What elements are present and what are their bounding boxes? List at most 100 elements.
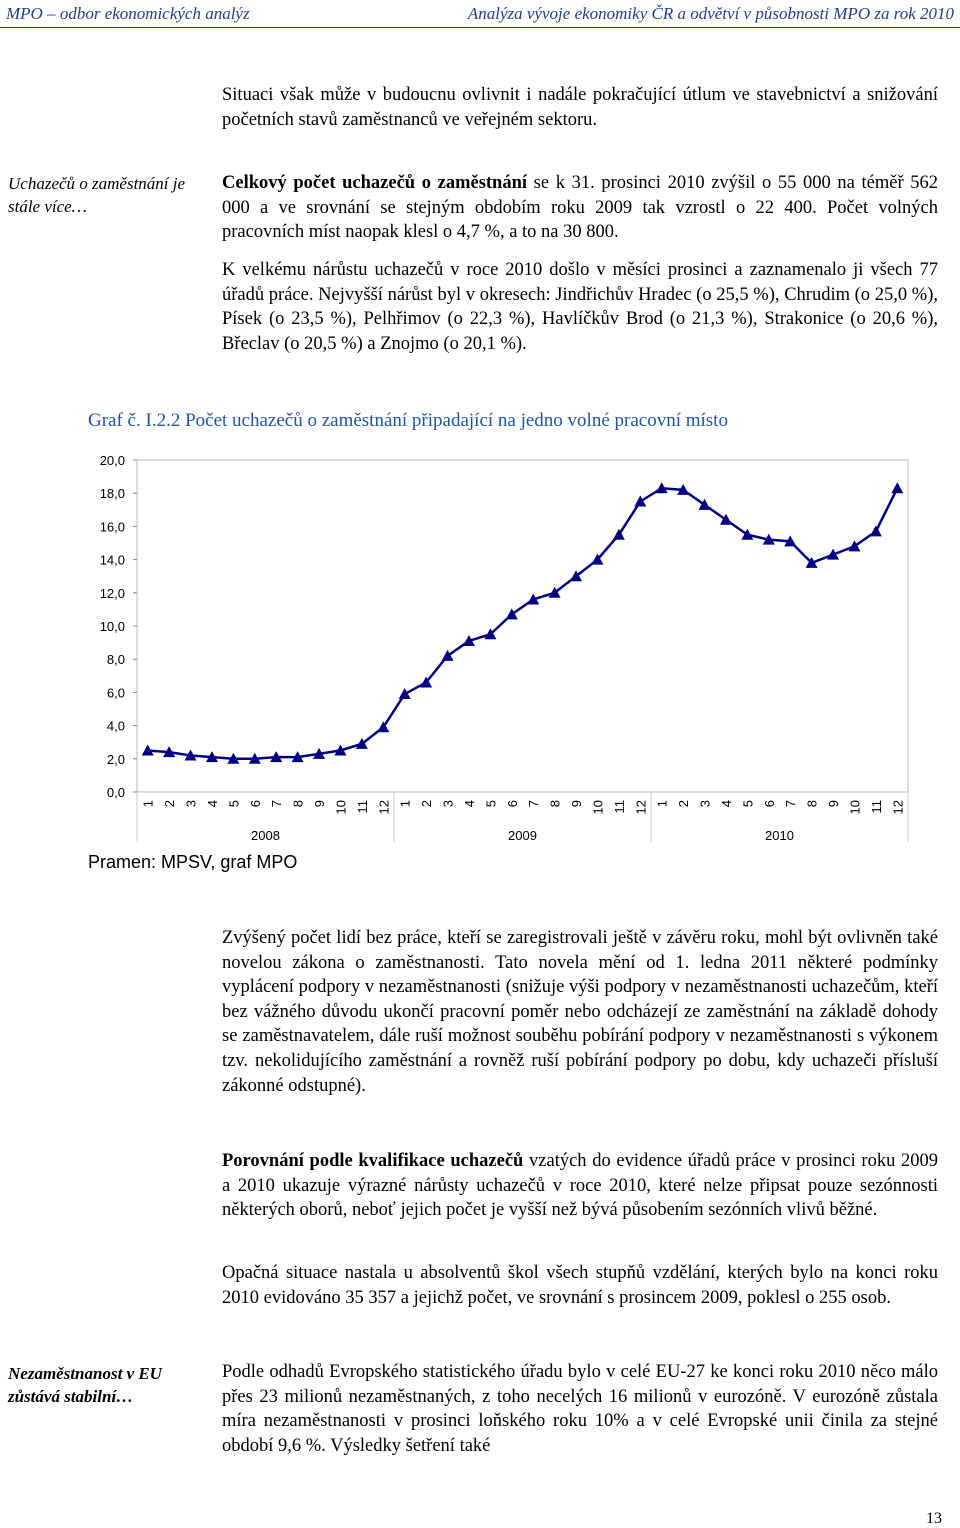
x-tick-label: 3: [698, 800, 713, 807]
x-tick-label: 8: [548, 800, 563, 807]
point-marker: [848, 540, 861, 552]
x-tick-label: 5: [226, 800, 241, 807]
x-tick-label: 11: [355, 800, 370, 814]
x-tick-label: 5: [483, 800, 498, 807]
header-right: Analýza vývoje ekonomiky ČR a odvětví v …: [467, 4, 954, 23]
plot-frame: [136, 459, 909, 793]
y-tick-label: 0,0: [107, 785, 125, 800]
y-tick-label: 12,0: [100, 586, 125, 601]
point-marker: [827, 548, 840, 560]
text-run: vzatých do evidence úřadů práce v prosin…: [222, 1151, 938, 1221]
paragraph: Situaci však může v budoucnu ovlivnit i …: [222, 85, 938, 130]
point-marker: [570, 570, 583, 582]
point-marker: [377, 721, 390, 733]
x-tick-label: 3: [441, 800, 456, 807]
x-tick-label: 4: [719, 800, 734, 807]
point-marker: [741, 528, 754, 540]
x-tick-label: 12: [633, 800, 648, 814]
paragraph: Porovnání podle kvalifikace uchazečů vza…: [222, 1149, 938, 1223]
group-label: 2008: [251, 828, 280, 843]
x-tick-label: 6: [762, 800, 777, 807]
x-tick-label: 3: [184, 800, 199, 807]
y-tick-label: 18,0: [100, 486, 125, 501]
point-marker: [505, 608, 518, 620]
x-tick-label: 12: [890, 800, 905, 814]
point-marker: [677, 483, 690, 495]
point-marker: [291, 751, 304, 763]
point-marker: [484, 628, 497, 640]
x-tick-label: 9: [826, 800, 841, 807]
bold-run: Porovnání podle kvalifikace uchazečů: [222, 1151, 524, 1171]
point-marker: [355, 737, 368, 749]
y-tick-label: 8,0: [107, 652, 125, 667]
x-tick-label: 2: [676, 800, 691, 807]
side-note: Uchazečů o zaměstnání je stále více…: [8, 174, 186, 216]
paragraph: Opačná situace nastala u absolventů škol…: [222, 1263, 938, 1308]
paragraph: Celkový počet uchazečů o zaměstnání se k…: [222, 171, 938, 245]
x-tick-label: 4: [205, 800, 220, 807]
point-marker: [762, 533, 775, 545]
x-tick-label: 9: [569, 800, 584, 807]
point-marker: [719, 513, 732, 525]
x-tick-label: 2: [419, 800, 434, 807]
header-rule: [0, 27, 960, 28]
bold-run: Celkový počet uchazečů o zaměstnání: [222, 173, 528, 193]
point-marker: [527, 593, 540, 605]
x-tick-label: 8: [805, 800, 820, 807]
point-marker: [141, 744, 154, 756]
y-tick-label: 6,0: [107, 685, 125, 700]
y-tick-label: 14,0: [100, 553, 125, 568]
x-tick-label: 12: [376, 800, 391, 814]
y-tick-label: 10,0: [100, 619, 125, 634]
paragraph: K velkému nárůstu uchazečů v roce 2010 d…: [222, 260, 938, 354]
header-left: MPO – odbor ekonomických analýz: [6, 4, 250, 23]
page-number: 13: [926, 1510, 942, 1527]
x-tick-label: 7: [269, 800, 284, 807]
x-tick-label: 1: [141, 800, 156, 807]
x-tick-label: 1: [398, 800, 413, 807]
point-marker: [420, 676, 433, 688]
point-marker: [891, 482, 904, 494]
y-tick-label: 2,0: [107, 752, 125, 767]
point-marker: [462, 634, 475, 646]
text-run: se k 31. prosinci 2010 zvýšil o 55 000 n…: [222, 173, 939, 243]
point-marker: [655, 482, 668, 494]
point-marker: [634, 495, 647, 507]
point-marker: [398, 688, 411, 700]
point-marker: [227, 752, 240, 764]
x-tick-label: 1: [655, 800, 670, 807]
x-tick-label: 10: [333, 800, 348, 814]
point-marker: [441, 649, 454, 661]
group-label: 2010: [765, 828, 794, 843]
point-marker: [270, 751, 283, 763]
x-tick-label: 2: [162, 800, 177, 807]
point-marker: [334, 744, 347, 756]
x-tick-label: 4: [462, 800, 477, 807]
x-tick-label: 5: [740, 800, 755, 807]
point-marker: [248, 752, 261, 764]
x-tick-label: 10: [847, 800, 862, 814]
group-label: 2009: [508, 828, 537, 843]
point-marker: [184, 749, 197, 761]
point-marker: [313, 747, 326, 759]
paragraph: Zvýšený počet lidí bez práce, kteří se z…: [222, 928, 938, 1096]
x-tick-label: 10: [590, 800, 605, 814]
x-tick-label: 7: [783, 800, 798, 807]
x-tick-label: 8: [291, 800, 306, 807]
point-marker: [591, 553, 604, 565]
x-tick-label: 11: [612, 800, 627, 814]
side-note: Nezaměstnanost v EU zůstává stabilní…: [8, 1364, 162, 1406]
paragraph: Podle odhadů Evropského statistického úř…: [222, 1362, 938, 1456]
point-marker: [205, 751, 218, 763]
x-tick-label: 11: [869, 800, 884, 814]
point-marker: [612, 528, 625, 540]
x-tick-label: 9: [312, 800, 327, 807]
x-tick-label: 7: [526, 800, 541, 807]
chart: 0,0 2,0 4,0 6,0 8,0 10,0 12,0 14,0 16,0 18,0 20,0 1…: [100, 453, 909, 843]
line: [147, 486, 899, 761]
point-marker: [805, 556, 818, 568]
y-tick-label: 20,0: [100, 453, 125, 468]
point-marker: [163, 746, 176, 758]
point-marker: [784, 535, 797, 547]
